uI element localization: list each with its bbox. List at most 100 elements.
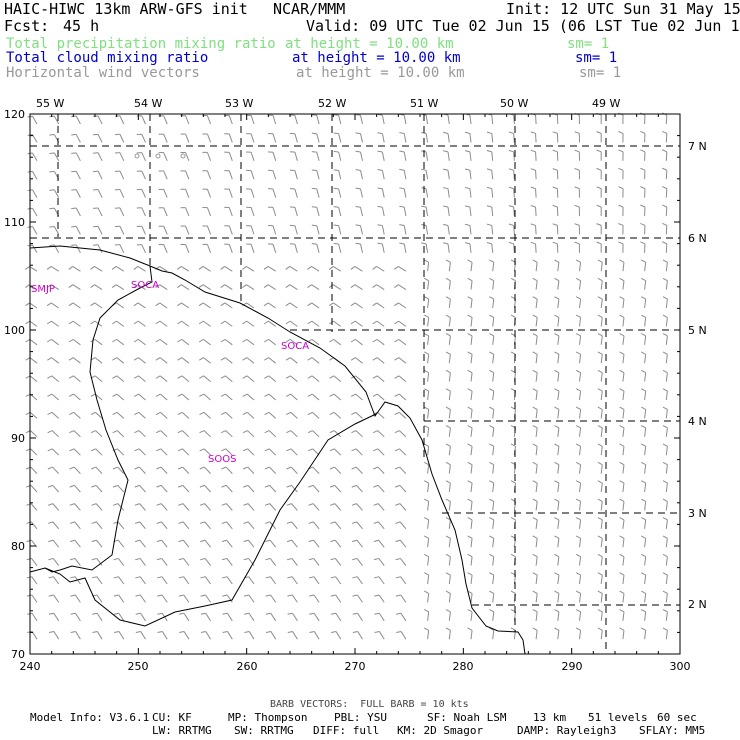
wind-barb: [47, 484, 60, 493]
wind-barb: [618, 186, 624, 198]
wind-barb: [467, 609, 473, 621]
wind-barb: [134, 503, 146, 511]
wind-barb: [641, 277, 647, 290]
wind-barb: [177, 466, 190, 474]
wind-barb: [263, 266, 276, 272]
wind-barb: [156, 557, 168, 566]
wind-barb: [112, 466, 125, 474]
wind-barb: [285, 393, 298, 401]
wind-barb: [489, 369, 495, 382]
wind-barb: [575, 333, 582, 345]
wind-barb: [307, 411, 320, 419]
wind-barb: [220, 411, 233, 419]
wind-barb: [574, 149, 580, 161]
wind-barb: [112, 484, 125, 493]
wind-barb: [242, 448, 255, 456]
wind-barb: [351, 411, 363, 419]
wind-barb: [596, 241, 602, 253]
wind-barb: [92, 612, 103, 622]
wind-barb: [662, 351, 668, 364]
field-precip-sm: sm= 1: [567, 36, 610, 52]
wind-barb: [90, 302, 103, 309]
wind-barb: [264, 503, 277, 511]
wind-barb: [377, 150, 385, 161]
wind-barb: [467, 314, 473, 327]
wind-barb: [618, 131, 624, 143]
wind-barb: [49, 189, 60, 198]
wind-barb: [330, 594, 342, 603]
wind-barb: [489, 333, 495, 345]
wind-barb: [177, 430, 190, 438]
wind-barb: [286, 430, 298, 438]
wind-barb: [242, 284, 255, 291]
field-cloud-height: at height = 10.00 km: [292, 50, 461, 66]
wind-barb: [532, 259, 538, 272]
wind-barb: [112, 375, 125, 382]
wind-barb: [424, 369, 430, 382]
wind-barb: [351, 484, 363, 493]
wind-barb: [134, 484, 146, 493]
wind-barb: [597, 333, 603, 345]
wind-barb: [377, 132, 385, 143]
diff-scheme: DIFF: full: [313, 724, 380, 737]
wind-barb: [532, 535, 538, 548]
wind-barb: [662, 149, 668, 161]
wind-barb: [618, 167, 624, 180]
wind-barb: [424, 259, 430, 272]
wind-barb: [575, 553, 582, 566]
wind-barb: [287, 631, 298, 640]
wind-barb: [180, 225, 190, 235]
wind-barb: [27, 189, 38, 198]
wind-barb: [424, 406, 430, 419]
wind-barb: [662, 406, 668, 419]
wind-barb: [355, 224, 363, 235]
wind-barb: [287, 612, 298, 622]
wind-barb: [575, 517, 582, 529]
wind-barb: [662, 130, 668, 143]
x-tick-label: 260: [237, 660, 258, 673]
wind-barb: [554, 259, 560, 272]
wind-barb: [25, 357, 38, 364]
wind-barb: [641, 425, 647, 437]
wind-barb: [308, 557, 320, 566]
wind-barb: [467, 590, 473, 603]
station-label: SOOS: [208, 454, 236, 465]
wind-barb: [508, 131, 515, 143]
wind-barb: [421, 168, 429, 180]
wind-barb: [372, 357, 385, 364]
lon-label: 49 W: [592, 97, 620, 110]
wind-barb: [286, 448, 298, 456]
wind-barb: [68, 338, 81, 346]
wind-barb: [575, 351, 582, 364]
wind-barb: [264, 411, 277, 419]
wind-barb: [445, 572, 451, 585]
wind-barb: [133, 357, 146, 364]
wind-barb: [618, 223, 624, 235]
wind-barb: [641, 296, 647, 309]
wind-barb: [329, 338, 342, 346]
wind-barb: [489, 259, 495, 272]
lon-label: 51 W: [410, 97, 438, 110]
wind-barb: [530, 241, 537, 253]
wind-barb: [486, 131, 494, 143]
wind-barb: [574, 186, 580, 198]
wind-barb: [467, 627, 473, 640]
wind-barb: [27, 115, 38, 125]
wind-barb: [464, 113, 472, 125]
wind-barb: [180, 133, 190, 143]
wind-barb: [243, 503, 255, 511]
wind-barb: [552, 149, 559, 161]
wind-barb: [395, 539, 407, 548]
wind-barb: [246, 151, 255, 161]
wind-barb: [136, 133, 146, 143]
wind-barb: [286, 503, 298, 511]
wind-barb: [329, 320, 342, 327]
wind-barb: [662, 259, 668, 272]
barb-note: BARB VECTORS: FULL BARB = 10 kts: [270, 699, 469, 710]
wind-barb: [289, 188, 298, 198]
wind-barb: [49, 115, 60, 125]
wind-barb: [48, 631, 60, 640]
wind-barb: [662, 333, 668, 345]
wind-barb: [200, 576, 212, 585]
wind-barb: [91, 521, 103, 530]
